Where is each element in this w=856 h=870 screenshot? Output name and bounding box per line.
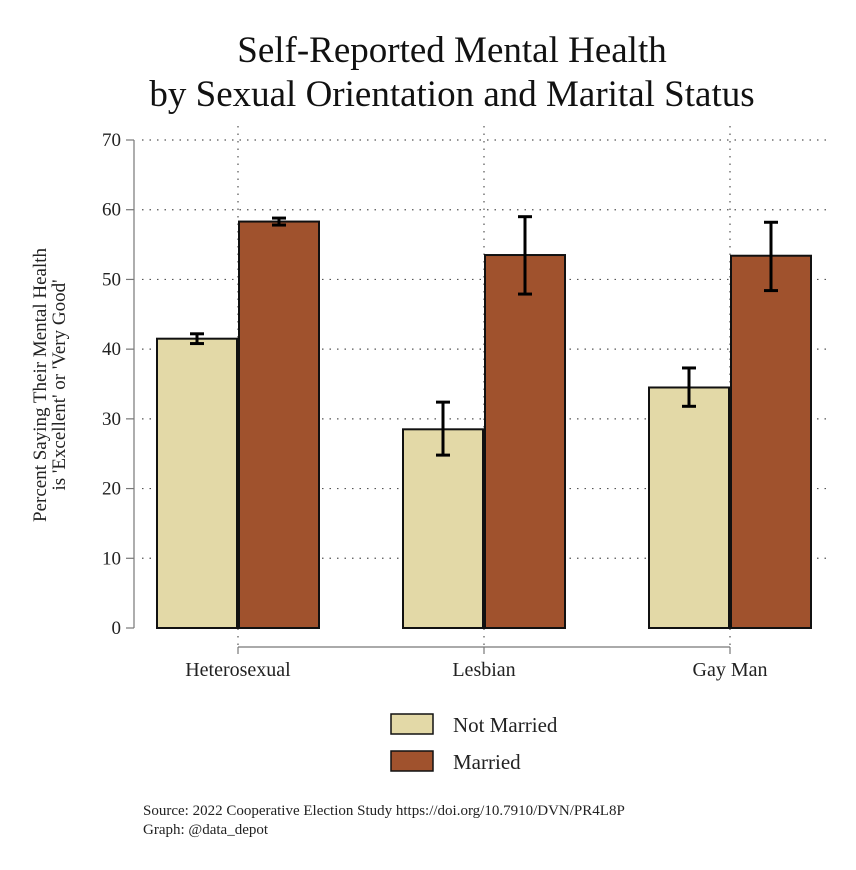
source-note: Source: 2022 Cooperative Election Study … [143,803,625,838]
y-tick-label-20: 20 [102,479,121,500]
chart-title-line-2: by Sexual Orientation and Marital Status [149,74,754,115]
y-axis-label-line-1: Percent Saying Their Mental Health [30,247,51,522]
y-tick-label-10: 10 [102,548,121,569]
y-tick-label-30: 30 [102,409,121,430]
y-tick-label-70: 70 [102,130,121,151]
axes [126,139,731,654]
graph-credit-line: Graph: @data_depot [143,822,269,838]
error-bar-heterosexual-married [272,216,286,227]
legend: Not Married Married [390,713,558,774]
bar-heterosexual-married [238,220,320,630]
y-axis-label-line-2: is 'Excellent' or 'Very Good' [49,279,70,490]
bar-lesbian-not-married [402,428,484,630]
error-bar-gay-man-not-married [682,366,696,408]
source-note-line: Source: 2022 Cooperative Election Study … [143,803,625,819]
chart-title: Self-Reported Mental Health by Sexual Or… [149,30,754,115]
y-tick-label-50: 50 [102,269,121,290]
y-axis-label: Percent Saying Their Mental Health is 'E… [30,247,70,522]
bar-gay-man-not-married [648,386,730,629]
y-tick-labels: 0 10 20 30 40 50 60 70 [102,130,121,639]
legend-label-married: Married [453,750,521,774]
error-bars [190,215,778,457]
x-tick-label-heterosexual: Heterosexual [185,659,291,681]
error-bar-lesbian-not-married [436,400,450,457]
error-bar-heterosexual-not-married [190,332,204,346]
x-tick-label-gay-man: Gay Man [693,659,768,681]
x-tick-label-lesbian: Lesbian [452,659,515,681]
chart-title-line-1: Self-Reported Mental Health [237,30,667,71]
legend-swatch-not-married [390,713,434,735]
y-tick-label-40: 40 [102,339,121,360]
bar-heterosexual-not-married [156,337,238,629]
bar-lesbian-married [484,254,566,629]
x-tick-labels: Heterosexual Lesbian Gay Man [185,659,767,681]
legend-label-not-married: Not Married [453,713,558,737]
error-bar-gay-man-married [764,220,778,293]
y-tick-label-0: 0 [112,618,122,639]
y-tick-label-60: 60 [102,200,121,221]
error-bar-lesbian-married [518,215,532,296]
legend-swatch-married [390,750,434,772]
bar-gay-man-married [730,254,812,629]
bars [156,220,812,630]
